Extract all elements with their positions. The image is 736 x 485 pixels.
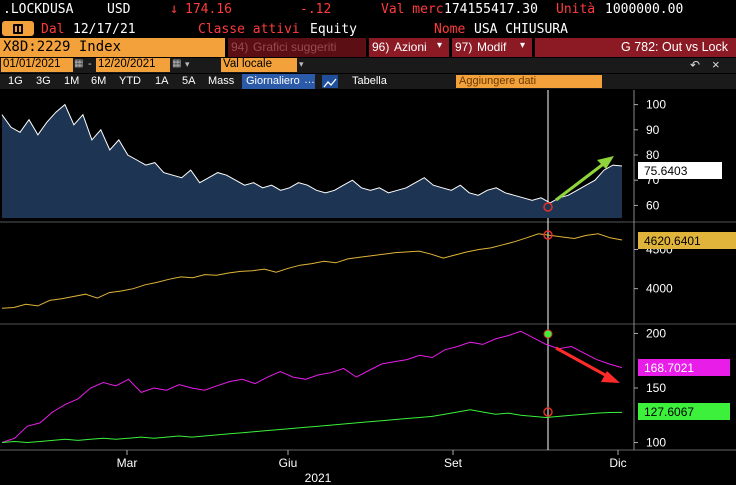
series-line bbox=[1, 409, 623, 444]
val-merc-value: 174155417.30 bbox=[444, 2, 538, 17]
period-row: 1G 3G 1M 6M YTD 1A 5A Mass Giornaliero …… bbox=[0, 74, 736, 89]
period-1g[interactable]: 1G bbox=[8, 75, 23, 87]
y-tick-label: 60 bbox=[646, 198, 660, 212]
period-6m[interactable]: 6M bbox=[91, 75, 107, 87]
azioni-label: Azioni bbox=[394, 40, 427, 54]
period-ytd[interactable]: YTD bbox=[119, 75, 141, 87]
period-1m[interactable]: 1M bbox=[64, 75, 80, 87]
x-year-label: 2021 bbox=[305, 471, 332, 485]
y-tick-label: 150 bbox=[646, 381, 666, 395]
chart-area[interactable]: 1009080706075.6403450040004620.640120015… bbox=[0, 90, 736, 485]
snapshot-icon[interactable] bbox=[2, 21, 34, 36]
trend-arrow-up bbox=[555, 160, 607, 202]
y-tick-label: 4000 bbox=[646, 282, 673, 296]
price-line bbox=[1, 103, 623, 204]
nome-label: Nome bbox=[434, 22, 466, 37]
header-row-1: .LOCKDUSA USD ↓ 174.16 -.12 Val merc 174… bbox=[0, 0, 736, 20]
classe-value: Equity bbox=[310, 22, 357, 37]
last-value-box bbox=[638, 403, 730, 420]
last-value-label: 75.6403 bbox=[644, 164, 688, 178]
modif-num: 97) bbox=[455, 40, 473, 54]
security-field[interactable]: X8D:2229 Index bbox=[0, 38, 225, 57]
y-tick-label: 200 bbox=[646, 326, 666, 340]
grafici-suggeriti-button[interactable]: 94) Grafici suggeriti bbox=[228, 38, 366, 57]
price-change: -.12 bbox=[300, 2, 332, 17]
cursor-marker bbox=[543, 329, 553, 339]
azioni-num: 96) bbox=[372, 40, 390, 54]
modif-button[interactable]: 97) Modif ▾ bbox=[452, 38, 532, 57]
period-mass[interactable]: Mass bbox=[208, 75, 235, 87]
cursor-marker bbox=[543, 202, 553, 212]
end-date-field[interactable]: 12/20/2021 bbox=[96, 58, 170, 72]
chevron-down-icon[interactable]: ▾ bbox=[299, 59, 304, 69]
close-icon[interactable]: × bbox=[712, 57, 720, 72]
last-price: 174.16 bbox=[185, 2, 232, 17]
calendar-icon[interactable]: ▦ bbox=[172, 58, 182, 69]
chevron-down-icon: ▾ bbox=[437, 40, 443, 51]
period-1a[interactable]: 1A bbox=[155, 75, 169, 87]
period-5a[interactable]: 5A bbox=[182, 75, 196, 87]
trend-arrow-up-head bbox=[597, 156, 614, 169]
last-value-box bbox=[638, 162, 722, 179]
classe-label: Classe attivi bbox=[198, 22, 300, 37]
x-tick-label: Dic bbox=[609, 456, 626, 470]
chart-title: G 782: Out vs Lock bbox=[621, 40, 728, 54]
currency: USD bbox=[107, 2, 131, 17]
last-value-box bbox=[638, 359, 730, 376]
modif-label: Modif bbox=[477, 40, 507, 54]
last-value-box bbox=[638, 232, 736, 249]
date-dash: - bbox=[88, 58, 92, 70]
start-date-text: 01/01/2021 bbox=[3, 58, 61, 70]
dal-date: 12/17/21 bbox=[73, 22, 136, 37]
trend-arrow-down-head bbox=[601, 371, 620, 383]
chevron-down-icon: ▾ bbox=[520, 40, 526, 51]
security-text: X8D:2229 Index bbox=[3, 39, 122, 55]
cursor-marker bbox=[543, 407, 553, 417]
line-chart-icon[interactable] bbox=[322, 75, 338, 88]
y-tick-label: 80 bbox=[646, 148, 660, 162]
index-line bbox=[1, 233, 623, 309]
y-tick-label: 100 bbox=[646, 436, 666, 450]
trend-arrow-down bbox=[555, 346, 608, 378]
currency-select[interactable]: Val locale bbox=[221, 58, 297, 72]
start-date-field[interactable]: 01/01/2021 bbox=[1, 58, 73, 72]
series-line bbox=[1, 330, 623, 443]
period-3g[interactable]: 3G bbox=[36, 75, 51, 87]
frequency-select[interactable]: Giornaliero … bbox=[242, 74, 315, 89]
down-arrow-icon: ↓ bbox=[170, 1, 179, 17]
x-tick-label: Set bbox=[444, 456, 463, 470]
ticker[interactable]: .LOCKDUSA bbox=[3, 2, 74, 17]
undo-icon[interactable]: ↶ bbox=[690, 58, 701, 72]
header-row-2: Dal 12/17/21 Classe attivi Equity Nome U… bbox=[0, 20, 736, 38]
grafici-label: Grafici suggeriti bbox=[253, 40, 337, 54]
azioni-button[interactable]: 96) Azioni ▾ bbox=[369, 38, 449, 57]
chevron-down-icon[interactable]: ▾ bbox=[185, 59, 190, 69]
ellipsis-icon: … bbox=[304, 74, 315, 86]
y-tick-label: 100 bbox=[646, 98, 666, 112]
last-value-label: 168.7021 bbox=[644, 361, 694, 375]
aggiungere-text: Aggiungere dati bbox=[459, 75, 537, 87]
toolbar-row: X8D:2229 Index 94) Grafici suggeriti 96)… bbox=[0, 38, 736, 57]
dal-label: Dal bbox=[41, 22, 65, 37]
nome-value: USA CHIUSURA bbox=[474, 22, 568, 37]
frequency-select-text: Giornaliero bbox=[246, 75, 300, 87]
grafici-num: 94) bbox=[231, 40, 249, 54]
end-date-text: 12/20/2021 bbox=[98, 58, 156, 70]
area-fill bbox=[2, 104, 622, 218]
last-value-label: 127.6067 bbox=[644, 405, 694, 419]
x-tick-label: Giu bbox=[279, 456, 298, 470]
date-range-row: 01/01/2021 ▦ - 12/20/2021 ▦ ▾ Val locale… bbox=[0, 57, 736, 73]
tabella-button[interactable]: Tabella bbox=[352, 75, 387, 87]
unita-value: 1000000.00 bbox=[605, 2, 684, 17]
last-value-label: 4620.6401 bbox=[644, 234, 701, 248]
x-tick-label: Mar bbox=[117, 456, 138, 470]
y-tick-label: 90 bbox=[646, 123, 660, 137]
val-merc-label: Val merc bbox=[381, 2, 444, 17]
currency-select-text: Val locale bbox=[223, 58, 273, 70]
unita-label: Unità bbox=[556, 2, 596, 17]
aggiungere-dati-field[interactable]: Aggiungere dati bbox=[456, 75, 602, 88]
calendar-icon[interactable]: ▦ bbox=[74, 58, 84, 69]
chart-title-bar: G 782: Out vs Lock bbox=[535, 38, 736, 57]
cursor-marker bbox=[543, 230, 553, 240]
